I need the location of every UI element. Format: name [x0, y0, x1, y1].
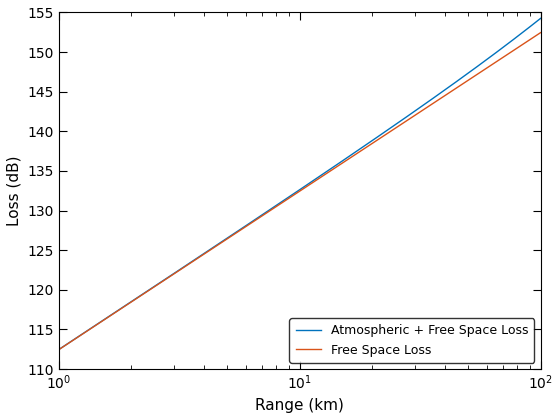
Atmospheric + Free Space Loss: [268, 206, 274, 211]
Atmospheric + Free Space Loss: [440, 89, 446, 94]
Atmospheric + Free Space Loss: [431, 95, 438, 100]
Free Space Loss: [386, 129, 393, 134]
Atmospheric + Free Space Loss: [386, 126, 393, 131]
Line: Free Space Loss: Free Space Loss: [59, 33, 540, 349]
Free Space Loss: [250, 219, 257, 224]
Legend: Atmospheric + Free Space Loss, Free Space Loss: Atmospheric + Free Space Loss, Free Spac…: [290, 318, 534, 363]
Free Space Loss: [431, 100, 438, 105]
Free Space Loss: [105, 315, 111, 320]
Y-axis label: Loss (dB): Loss (dB): [7, 155, 22, 226]
Atmospheric + Free Space Loss: [250, 218, 257, 223]
Atmospheric + Free Space Loss: [537, 16, 544, 21]
Free Space Loss: [537, 30, 544, 35]
Free Space Loss: [55, 347, 62, 352]
Line: Atmospheric + Free Space Loss: Atmospheric + Free Space Loss: [59, 18, 540, 349]
Free Space Loss: [440, 94, 446, 99]
X-axis label: Range (km): Range (km): [255, 398, 344, 413]
Atmospheric + Free Space Loss: [55, 347, 62, 352]
Free Space Loss: [268, 207, 274, 213]
Atmospheric + Free Space Loss: [105, 315, 111, 320]
